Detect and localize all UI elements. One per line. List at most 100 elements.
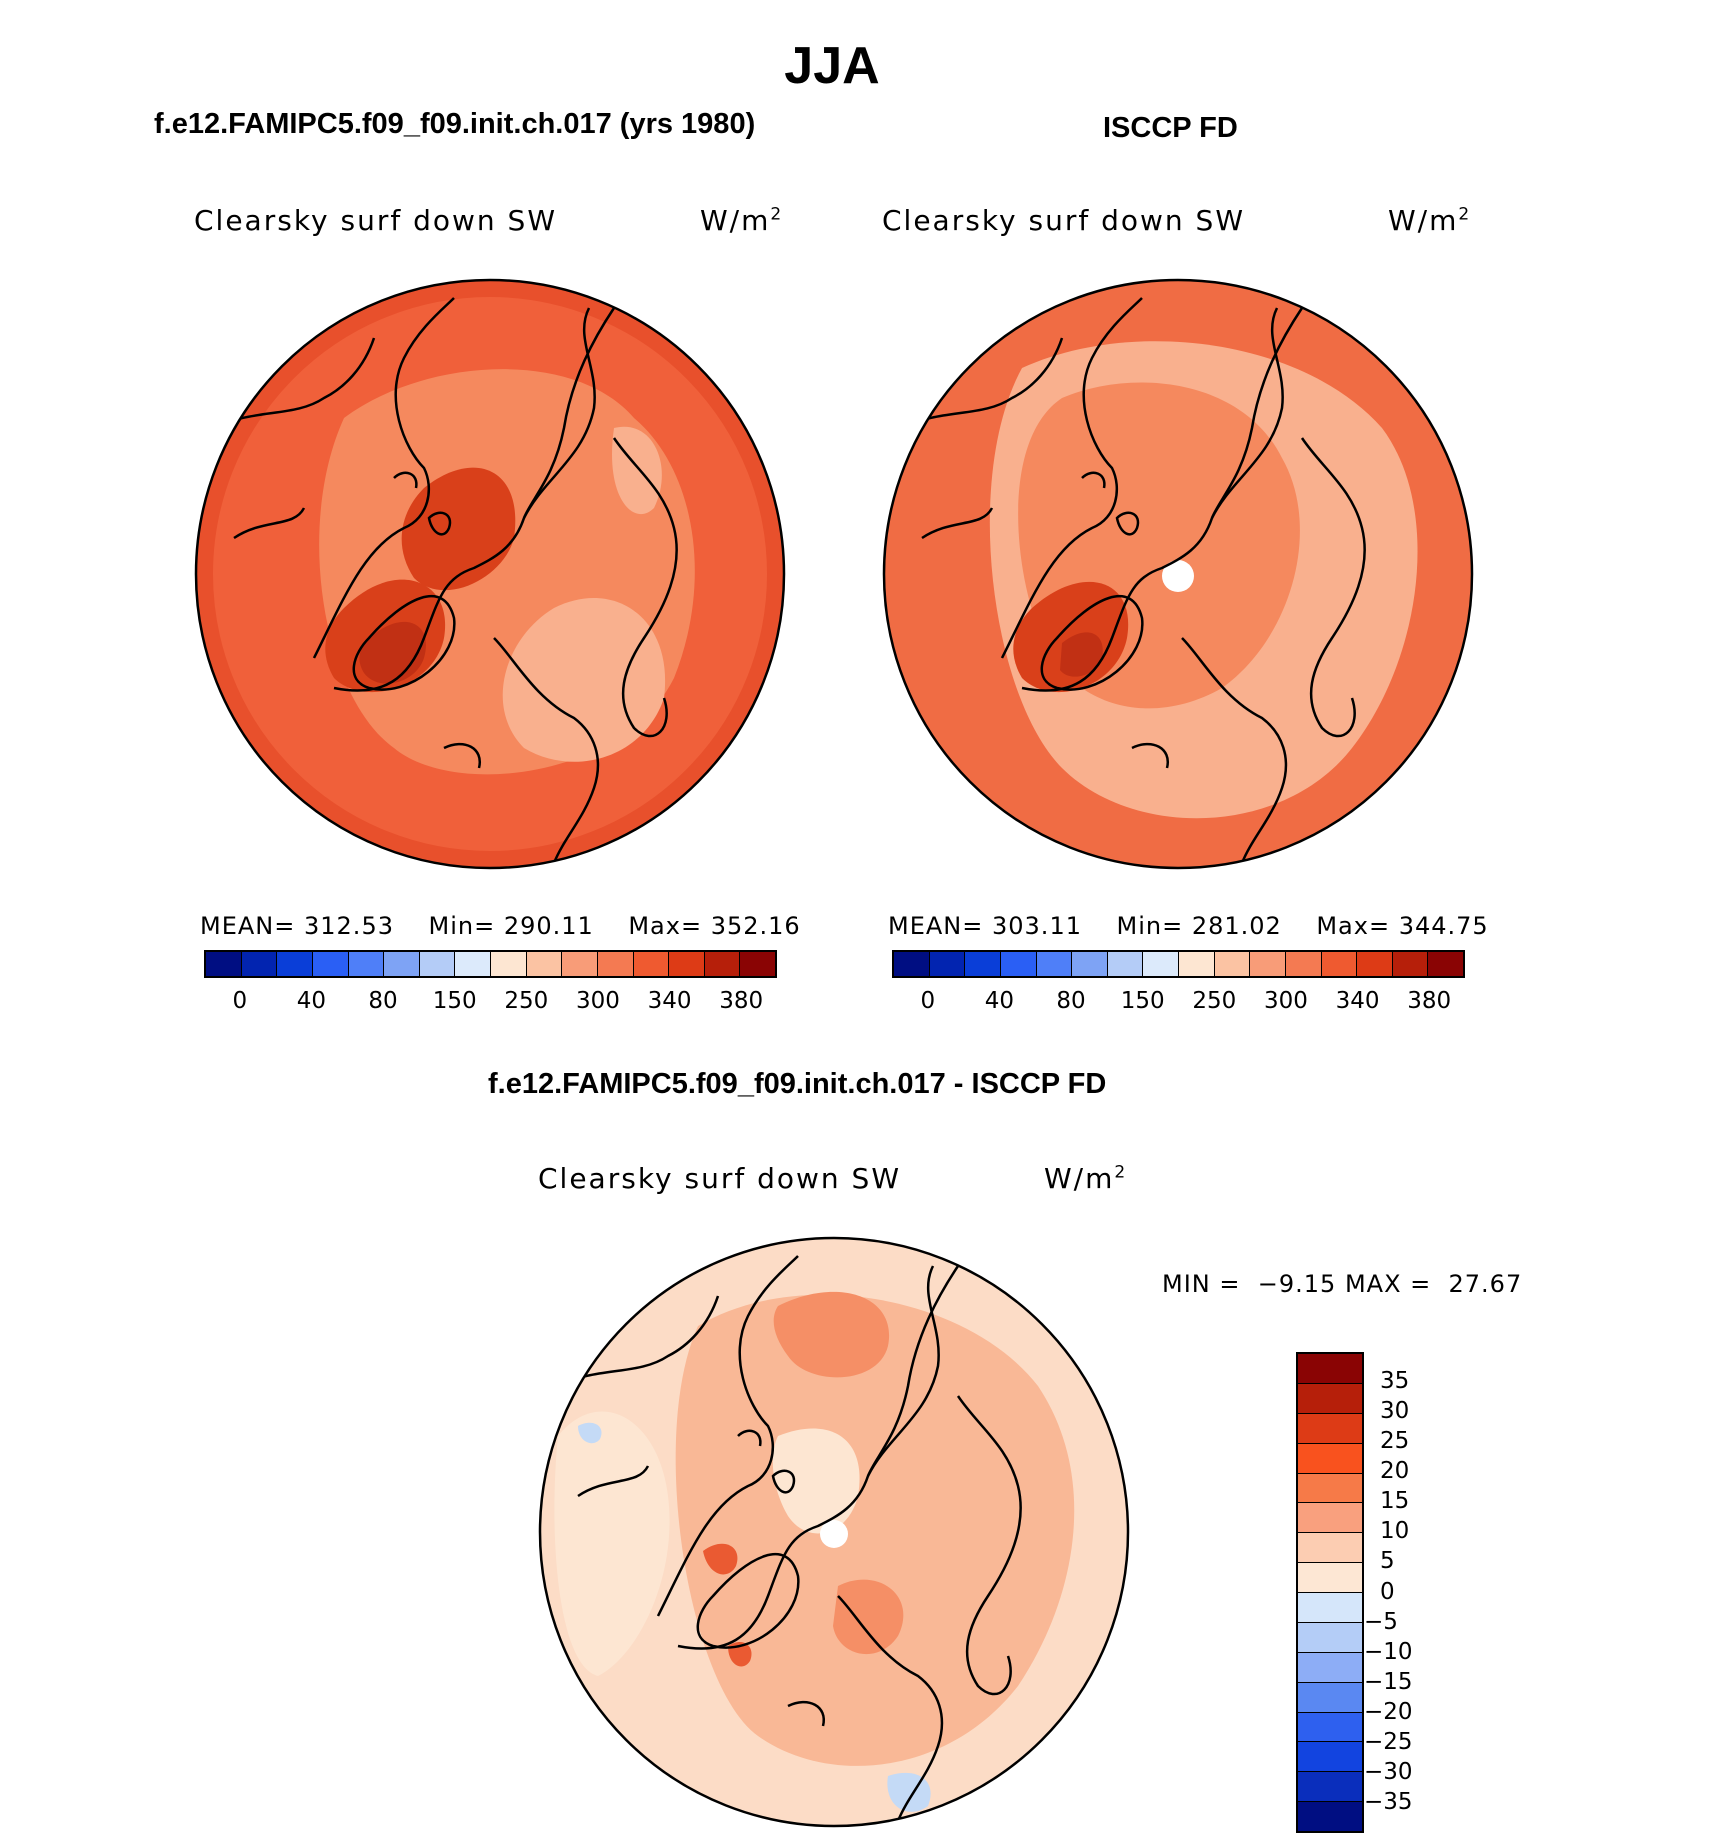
colorbar-tick-label: 340 [1335, 988, 1380, 1014]
colorbar-swatch [348, 952, 385, 976]
diff-colorbar-ticks: 35 30 25 20 15 10 5 0 −5 −10 −15 −20 −25 −30 −35 [1364, 1352, 1450, 1833]
panel-2-field-deep [1060, 632, 1103, 677]
diff-polar-map [538, 1236, 1130, 1828]
colorbar-swatch [704, 952, 741, 976]
diff-colorbar-swatch [1298, 1652, 1362, 1683]
diff-colorbar-swatch [1298, 1354, 1362, 1384]
colorbar-tick-label: 340 [647, 988, 692, 1014]
diff-field-mid [675, 1294, 1075, 1766]
diff-colorbar [1296, 1352, 1364, 1833]
colorbar-swatch [1072, 952, 1108, 976]
panel-1-variable-label: Clearsky surf down SW [194, 204, 558, 237]
colorbar-swatch [1250, 952, 1286, 976]
panel-2-colorbar [892, 950, 1465, 978]
colorbar-swatch [1321, 952, 1358, 976]
panel-2-stats: MEAN= 303.11 Min= 281.02 Max= 344.75 [888, 912, 1489, 940]
diff-field-hot [703, 1543, 738, 1575]
panel-1-field-light [502, 598, 666, 762]
panel-2-colorbar-ticks: 0 40 80 150 250 300 340 380 [892, 988, 1465, 1018]
diff-field-strong-2 [833, 1579, 904, 1655]
colorbar-tick-label: 380 [719, 988, 764, 1014]
colorbar-swatch [1214, 952, 1251, 976]
diff-field-negative [578, 1422, 602, 1444]
colorbar-tick-label: 150 [1120, 988, 1165, 1014]
diff-field-light [554, 1411, 670, 1676]
colorbar-swatch [1392, 952, 1429, 976]
colorbar-swatch [740, 952, 775, 976]
panel-2-coastlines [901, 297, 1366, 864]
diff-panel-title: f.e12.FAMIPC5.f09_f09.init.ch.017 - ISCC… [488, 1068, 1107, 1100]
diff-colorbar-tick-label: −15 [1364, 1668, 1413, 1695]
diff-colorbar-swatch [1298, 1443, 1362, 1474]
diff-colorbar-swatch [1298, 1772, 1362, 1803]
colorbar-tick-label: 250 [504, 988, 549, 1014]
diff-colorbar-swatch [1298, 1802, 1362, 1831]
diff-colorbar-tick-label: 35 [1380, 1368, 1410, 1395]
diff-colorbar-swatch [1298, 1593, 1362, 1623]
diff-map-border [538, 1236, 1130, 1828]
diff-colorbar-tick-label: −20 [1364, 1698, 1413, 1725]
colorbar-swatch [1428, 952, 1463, 976]
colorbar-swatch [277, 952, 313, 976]
colorbar-swatch [1107, 952, 1144, 976]
main-title: JJA [784, 37, 880, 95]
colorbar-swatch [965, 952, 1001, 976]
diff-missing-data-hole [820, 1520, 848, 1548]
colorbar-swatch [419, 952, 456, 976]
colorbar-swatch [669, 952, 705, 976]
colorbar-swatch [633, 952, 670, 976]
diff-field-strong [773, 1291, 890, 1378]
diff-colorbar-swatch [1298, 1413, 1362, 1444]
diff-panel-variable-label: Clearsky surf down SW [538, 1162, 902, 1195]
colorbar-swatch [1036, 952, 1073, 976]
panel-1-map-border [194, 278, 786, 870]
diff-colorbar-tick-label: −10 [1364, 1638, 1413, 1665]
diff-colorbar-tick-label: −35 [1364, 1788, 1413, 1815]
diff-panel-minmax: MIN = −9.15 MAX = 27.67 [1162, 1270, 1523, 1298]
colorbar-tick-label: 0 [920, 988, 936, 1014]
diff-colorbar-tick-label: −5 [1364, 1608, 1398, 1635]
diff-colorbar-tick-label: 5 [1380, 1548, 1395, 1575]
diff-colorbar-tick-label: 20 [1380, 1458, 1410, 1485]
colorbar-swatch [1357, 952, 1393, 976]
colorbar-tick-label: 380 [1407, 988, 1452, 1014]
colorbar-swatch [206, 952, 242, 976]
colorbar-swatch [241, 952, 278, 976]
diff-colorbar-swatch [1298, 1563, 1362, 1593]
panel-2-units: W/m2 [1388, 204, 1472, 237]
diff-colorbar-tick-label: −30 [1364, 1758, 1413, 1785]
colorbar-swatch [1179, 952, 1215, 976]
panel-1-field-light-2 [612, 426, 662, 515]
colorbar-swatch [597, 952, 634, 976]
diff-field-light-2 [772, 1428, 860, 1534]
colorbar-swatch [455, 952, 491, 976]
panel-2-variable-label: Clearsky surf down SW [882, 204, 1246, 237]
panel-1-colorbar [204, 950, 777, 978]
diff-colorbar-swatch [1298, 1533, 1362, 1564]
panel-2-title: ISCCP FD [1103, 112, 1238, 144]
diff-colorbar-swatch [1298, 1742, 1362, 1773]
colorbar-tick-label: 0 [232, 988, 248, 1014]
panel-1-units: W/m2 [700, 204, 784, 237]
panel-1-field-dark [401, 467, 516, 591]
panel-1-title: f.e12.FAMIPC5.f09_f09.init.ch.017 (yrs 1… [154, 108, 756, 140]
diff-panel-units: W/m2 [1044, 1162, 1128, 1195]
panel-1-colorbar-ticks: 0 40 80 150 250 300 340 380 [204, 988, 777, 1018]
panel-2-map-border [882, 278, 1474, 870]
colorbar-swatch [929, 952, 966, 976]
colorbar-swatch [1285, 952, 1322, 976]
colorbar-tick-label: 300 [1263, 988, 1308, 1014]
colorbar-tick-label: 80 [368, 988, 398, 1014]
panel-1-stats: MEAN= 312.53 Min= 290.11 Max= 352.16 [200, 912, 801, 940]
colorbar-tick-label: 40 [296, 988, 327, 1014]
colorbar-swatch [562, 952, 598, 976]
diff-colorbar-tick-label: 15 [1380, 1488, 1410, 1515]
diff-colorbar-tick-label: 25 [1380, 1428, 1410, 1455]
colorbar-tick-label: 150 [432, 988, 477, 1014]
diff-colorbar-swatch [1298, 1622, 1362, 1653]
diff-colorbar-swatch [1298, 1473, 1362, 1504]
diff-colorbar-tick-label: 30 [1380, 1398, 1410, 1425]
diff-colorbar-swatch [1298, 1712, 1362, 1743]
panel-1-polar-map [194, 278, 786, 870]
diff-colorbar-swatch [1298, 1503, 1362, 1534]
